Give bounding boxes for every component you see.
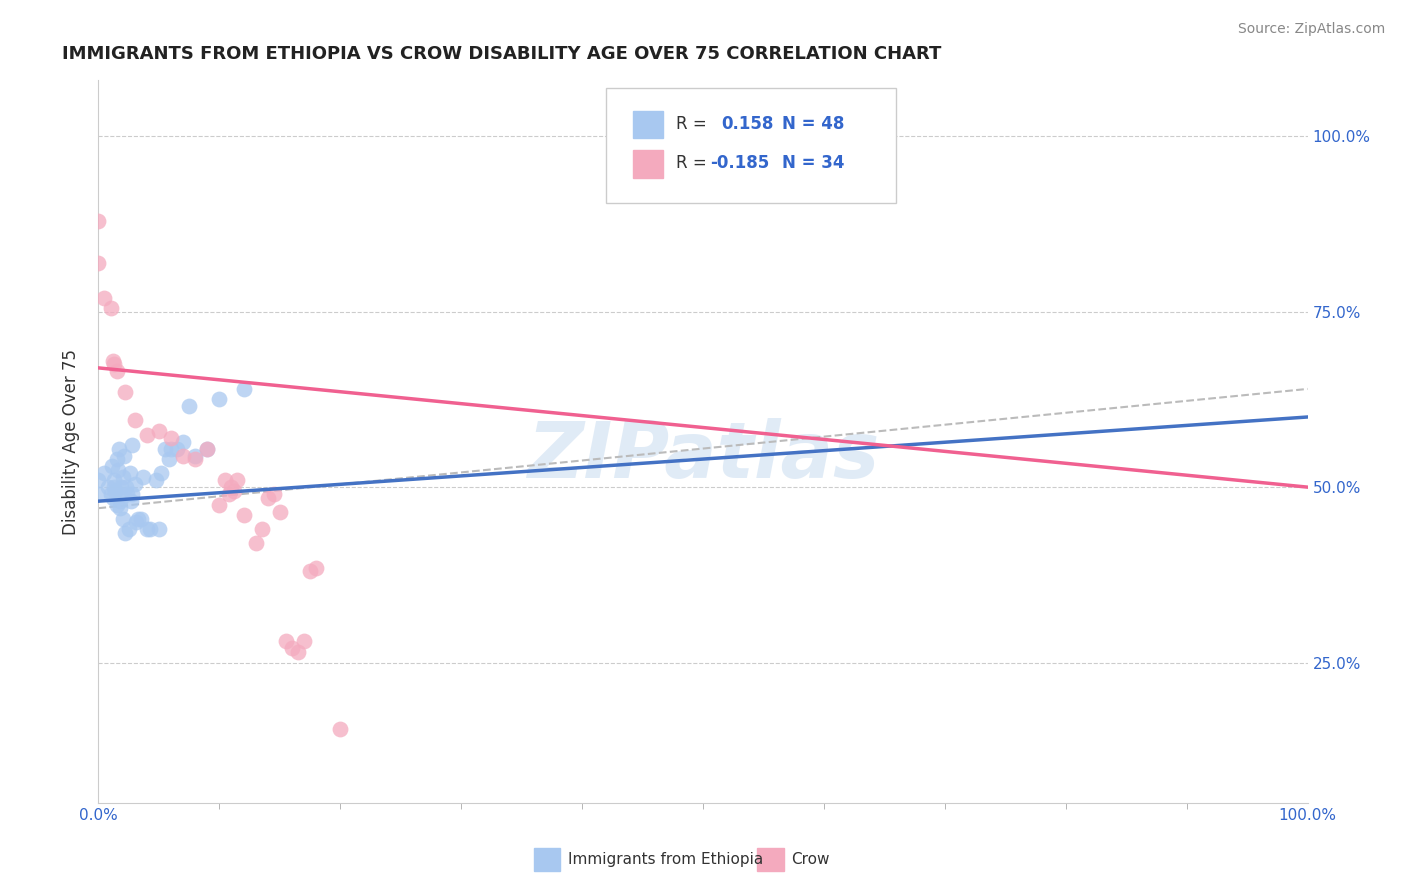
Point [124,413,146,427]
Point [100,487,122,501]
Text: N = 34: N = 34 [782,154,844,172]
Point [103,473,125,487]
Point [107,462,129,476]
Point [115,480,138,494]
Text: -0.185: -0.185 [710,154,769,172]
Point [269,505,291,519]
Point [281,641,304,656]
Point [195,442,218,456]
Point [121,487,143,501]
FancyBboxPatch shape [606,87,897,203]
Point [100,459,122,474]
Point [148,424,170,438]
Point [124,476,146,491]
Point [172,449,194,463]
Text: Source: ZipAtlas.com: Source: ZipAtlas.com [1237,22,1385,37]
Y-axis label: Disability Age Over 75: Disability Age Over 75 [62,349,80,534]
Point [101,491,124,505]
Point [104,483,127,498]
Point [160,442,183,456]
Text: Immigrants from Ethiopia: Immigrants from Ethiopia [568,853,763,867]
Text: IMMIGRANTS FROM ETHIOPIA VS CROW DISABILITY AGE OVER 75 CORRELATION CHART: IMMIGRANTS FROM ETHIOPIA VS CROW DISABIL… [62,45,942,63]
Point [112,449,135,463]
Point [221,480,243,494]
Point [226,473,249,487]
Point [105,452,128,467]
FancyBboxPatch shape [633,151,664,178]
Text: 0.158: 0.158 [721,115,773,133]
Point [184,449,207,463]
Point [287,645,309,659]
Point [263,487,285,501]
Point [157,452,180,467]
Point [103,480,125,494]
Point [232,382,254,396]
Point [101,354,124,368]
Point [87,213,110,227]
Point [110,480,132,494]
Point [118,466,141,480]
Point [97,480,120,494]
Point [256,491,278,505]
Point [222,483,245,498]
Point [166,442,188,456]
Point [108,494,131,508]
Point [120,494,142,508]
Point [195,442,218,456]
Point [172,434,194,449]
Text: ZIPatlas: ZIPatlas [527,418,879,494]
Point [111,512,134,526]
Point [105,498,128,512]
Point [218,487,240,501]
Point [117,487,139,501]
Point [103,357,125,371]
Point [93,291,115,305]
FancyBboxPatch shape [534,848,561,871]
Point [184,452,207,467]
Point [208,392,231,407]
Point [121,438,143,452]
Text: R =: R = [676,154,707,172]
Point [299,564,322,578]
Point [232,508,254,523]
Point [245,536,267,550]
Text: R =: R = [676,115,707,133]
Point [148,522,170,536]
Text: N = 48: N = 48 [782,115,844,133]
Point [132,469,155,483]
FancyBboxPatch shape [633,111,664,138]
Point [114,525,136,540]
Point [114,385,136,400]
Text: Crow: Crow [792,853,830,867]
Point [105,364,128,378]
Point [329,722,352,736]
Point [135,427,157,442]
Point [139,522,162,536]
Point [87,487,110,501]
Point [153,442,176,456]
Point [305,561,328,575]
Point [118,522,141,536]
Point [292,634,315,648]
Point [129,512,152,526]
Point [208,498,231,512]
Point [135,522,157,536]
Point [214,473,236,487]
Point [108,501,131,516]
FancyBboxPatch shape [758,848,785,871]
Point [127,512,149,526]
Point [100,301,122,316]
Point [87,255,110,269]
Point [160,431,183,445]
Point [93,466,115,480]
Point [274,634,297,648]
Point [150,466,173,480]
Point [108,442,131,456]
Point [125,515,148,529]
Point [111,469,134,483]
Point [87,473,110,487]
Point [250,522,273,536]
Point [145,473,167,487]
Point [179,400,201,414]
